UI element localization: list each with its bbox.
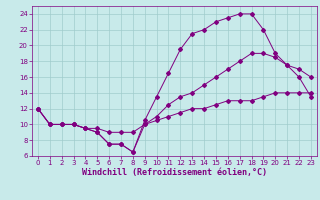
X-axis label: Windchill (Refroidissement éolien,°C): Windchill (Refroidissement éolien,°C) [82, 168, 267, 177]
